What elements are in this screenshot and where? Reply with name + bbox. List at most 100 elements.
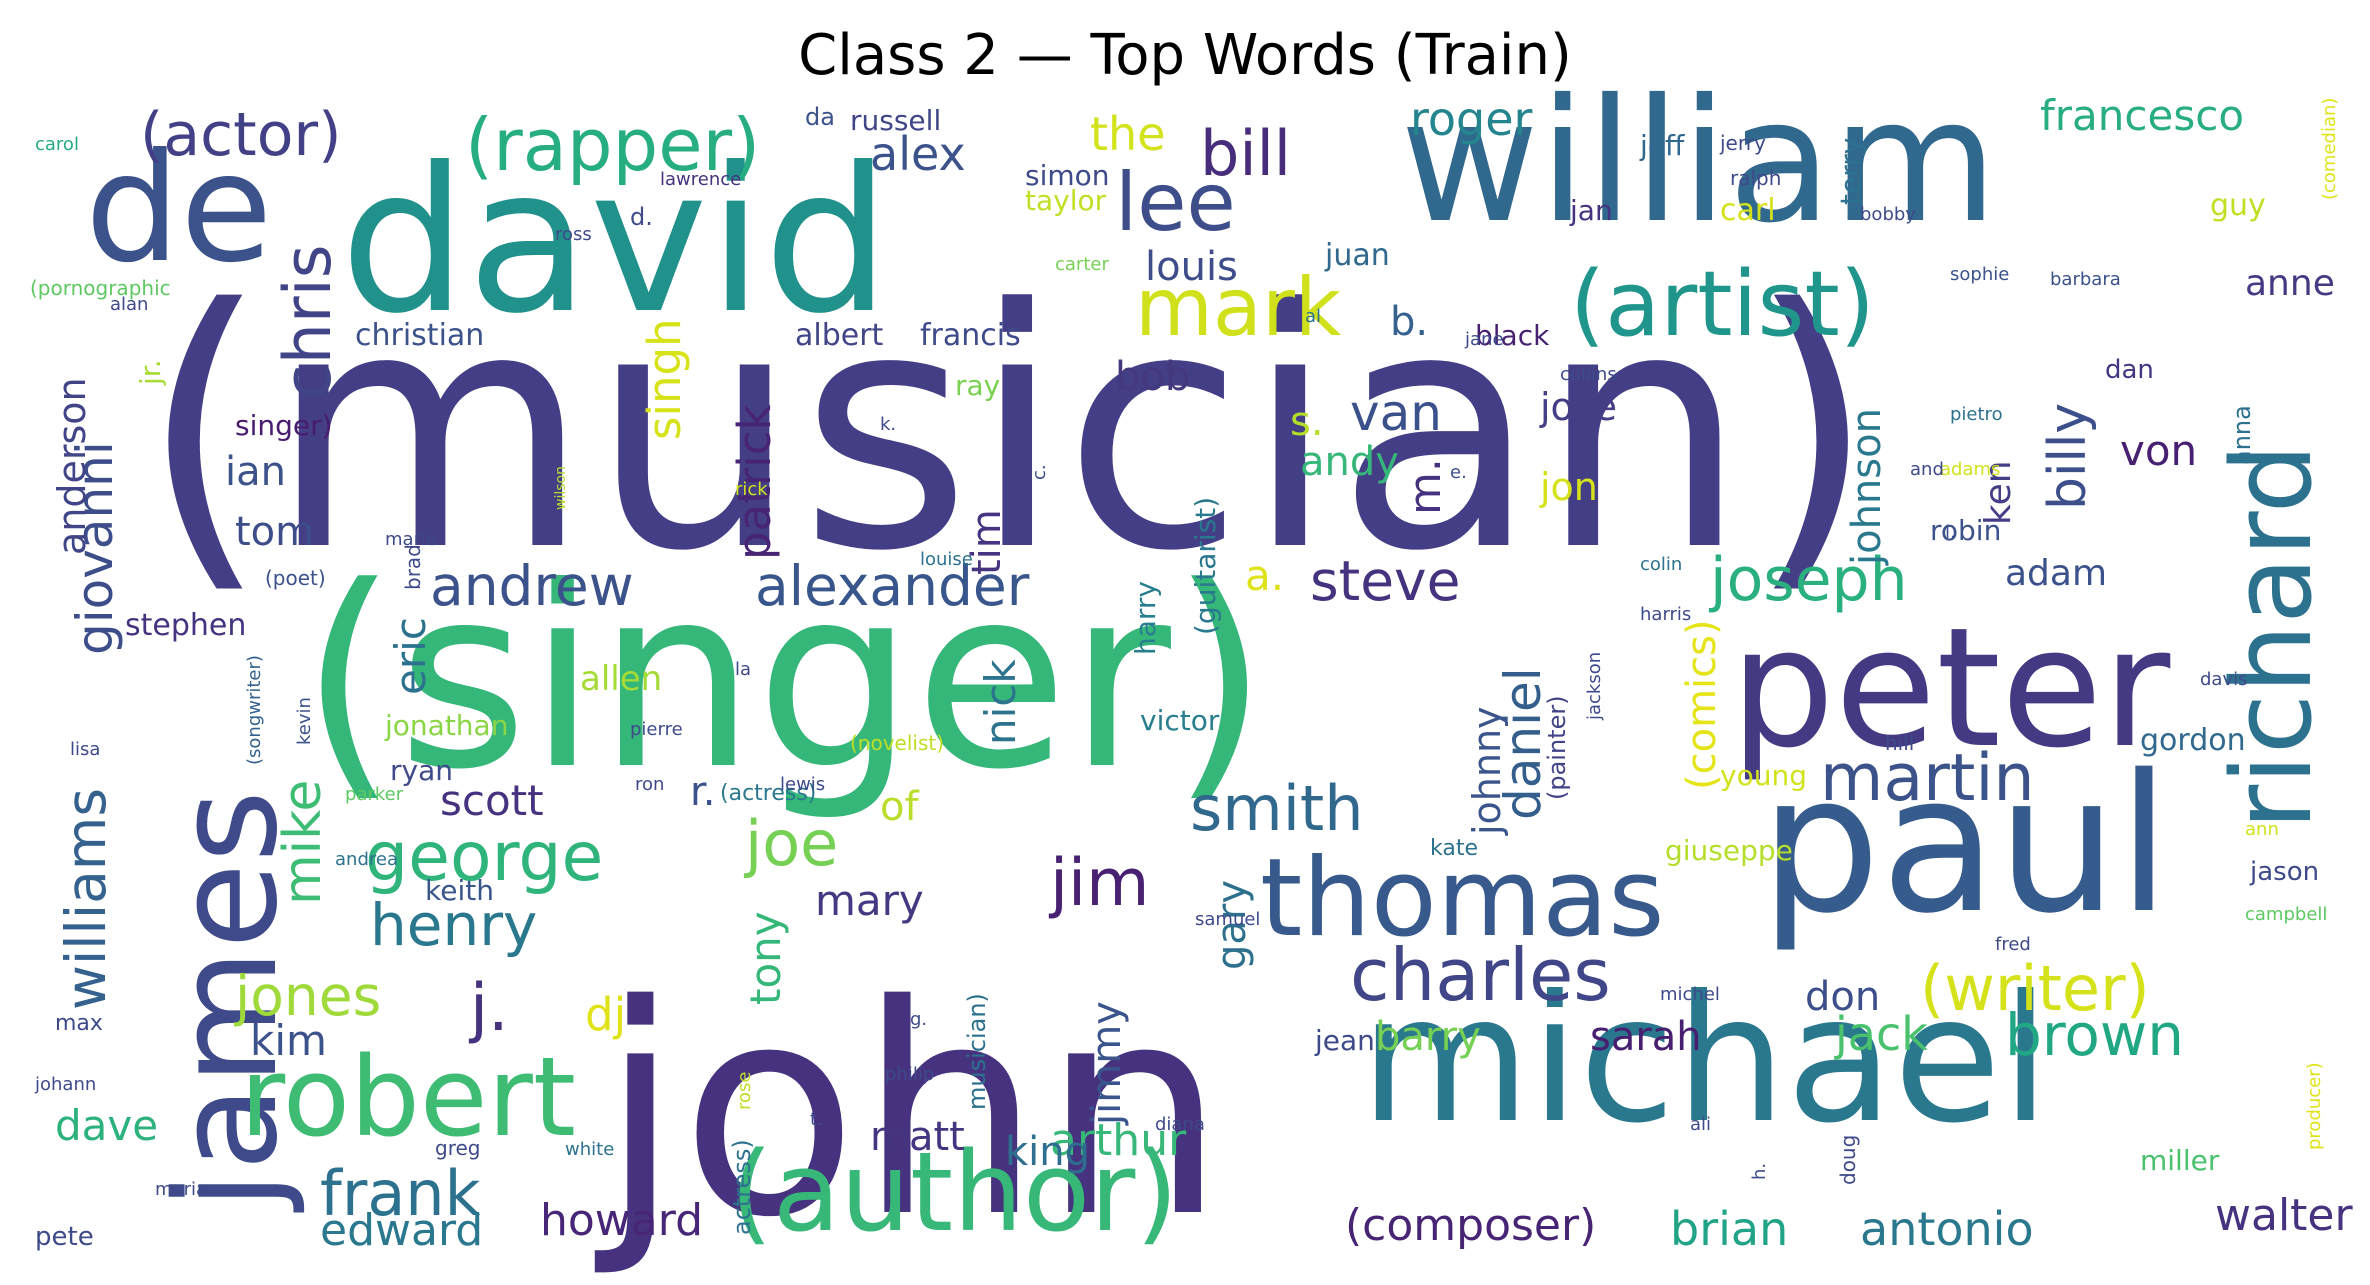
cloud-word: doug xyxy=(1836,1135,1860,1185)
cloud-word: kim xyxy=(250,1016,327,1065)
cloud-word: jimmy xyxy=(1084,1001,1130,1126)
cloud-word: brown xyxy=(2005,1001,2184,1069)
cloud-word: ross xyxy=(555,224,592,245)
cloud-word: john xyxy=(591,944,1226,1281)
cloud-word: of xyxy=(880,784,919,830)
cloud-word: louis xyxy=(1145,244,1238,290)
cloud-word: (singer) xyxy=(300,533,1269,824)
cloud-word: paul xyxy=(1760,734,2170,955)
cloud-word: kevin xyxy=(294,697,315,745)
cloud-word: thomas xyxy=(1260,836,1665,961)
cloud-word: jean xyxy=(1314,1024,1375,1057)
cloud-word: harry xyxy=(1129,581,1162,655)
cloud-word: musician) xyxy=(963,993,991,1110)
cloud-word: ryan xyxy=(390,754,453,787)
cloud-word: henry xyxy=(370,891,537,959)
cloud-word: anderson xyxy=(50,377,94,555)
cloud-word: ray xyxy=(955,369,1000,402)
cloud-word: johnny xyxy=(1465,706,1509,836)
cloud-word: rick xyxy=(735,479,768,500)
cloud-word: barry xyxy=(1375,1014,1481,1060)
cloud-word: billy xyxy=(2038,403,2098,510)
cloud-word: jack xyxy=(1834,1007,1928,1061)
cloud-word: ali xyxy=(1690,1114,1711,1135)
cloud-word: (pornographic xyxy=(30,276,171,300)
cloud-word: king xyxy=(1005,1129,1090,1175)
cloud-word: (poet) xyxy=(265,566,326,590)
cloud-word: jackson xyxy=(1584,652,1605,721)
cloud-word: campbell xyxy=(2245,904,2327,925)
cloud-word: r. xyxy=(690,769,716,815)
cloud-word: young xyxy=(1720,759,1807,792)
cloud-word: martin xyxy=(1820,741,2035,816)
cloud-word: g. xyxy=(910,1009,927,1030)
cloud-word: de xyxy=(85,122,273,296)
cloud-word: von xyxy=(2120,426,2197,475)
cloud-word: van xyxy=(1350,384,1442,442)
cloud-word: francis xyxy=(920,318,1021,353)
cloud-word: giuseppe xyxy=(1665,834,1793,867)
cloud-word: m. xyxy=(1400,458,1451,515)
cloud-word: jan xyxy=(1569,194,1613,227)
cloud-word: joe xyxy=(743,807,838,880)
cloud-word: don xyxy=(1805,974,1880,1020)
cloud-word: frank xyxy=(320,1157,481,1230)
cloud-word: (actor) xyxy=(140,100,341,170)
cloud-word: ken xyxy=(1978,460,2019,525)
cloud-word: a. xyxy=(1245,551,1284,600)
cloud-word: roger xyxy=(1410,92,1533,146)
cloud-word: alex xyxy=(870,127,966,181)
cloud-word: gordon xyxy=(2140,723,2246,758)
cloud-word: smith xyxy=(1190,772,1364,845)
cloud-word: robin xyxy=(1930,514,2001,547)
cloud-word: mike xyxy=(273,780,333,905)
cloud-word: lisa xyxy=(70,739,100,760)
cloud-word: (writer) xyxy=(1920,952,2150,1025)
cloud-word: tom xyxy=(235,509,314,555)
cloud-word: patrick xyxy=(728,404,781,560)
cloud-word: harris xyxy=(1640,604,1691,625)
cloud-word: (novelist) xyxy=(850,731,944,755)
cloud-word: mary xyxy=(815,876,924,925)
cloud-word: (rapper) xyxy=(465,103,760,187)
cloud-word: peter xyxy=(1730,592,2170,784)
cloud-word: alan xyxy=(110,294,148,315)
cloud-word: brian xyxy=(1670,1202,1788,1256)
cloud-word: kate xyxy=(1430,836,1478,861)
cloud-word: dj xyxy=(585,988,626,1041)
cloud-word: christian xyxy=(355,318,484,353)
cloud-word: (composer) xyxy=(1345,1200,1596,1251)
cloud-word: richard xyxy=(2208,443,2336,830)
cloud-word: al xyxy=(1305,306,1321,327)
cloud-word: walter xyxy=(2215,1190,2353,1241)
cloud-word: matt xyxy=(870,1114,965,1160)
cloud-word: andrew xyxy=(430,554,634,618)
cloud-word: t. xyxy=(810,1109,823,1130)
cloud-word: williams xyxy=(54,788,118,1010)
cloud-word: andrea xyxy=(335,849,398,870)
cloud-word: jr. xyxy=(134,359,167,386)
cloud-word: and xyxy=(1910,459,1944,480)
cloud-word: andy xyxy=(1300,439,1399,485)
cloud-word: wilson xyxy=(553,466,569,510)
cloud-word: lewis xyxy=(780,774,825,795)
cloud-word: robert xyxy=(240,1033,576,1161)
cloud-word: william xyxy=(1400,63,1998,261)
cloud-word: carter xyxy=(1055,254,1109,275)
cloud-word: s. xyxy=(1290,399,1324,445)
cloud-word: davis xyxy=(2200,669,2248,690)
cloud-word: juan xyxy=(1324,238,1390,273)
cloud-word: (comics) xyxy=(1679,619,1725,790)
cloud-word: josé xyxy=(1539,385,1617,429)
cloud-word: francesco xyxy=(2040,91,2244,140)
cloud-word: bobby xyxy=(1860,204,1916,225)
cloud-word: k. xyxy=(880,414,896,435)
cloud-word: actress) xyxy=(728,1139,756,1235)
cloud-word: george xyxy=(365,818,603,897)
cloud-word: carol xyxy=(35,134,79,155)
cloud-word: (songwriter) xyxy=(244,655,265,765)
cloud-word: l. xyxy=(1945,522,1956,543)
cloud-word: la xyxy=(735,659,751,680)
cloud-word: philip xyxy=(885,1064,934,1085)
